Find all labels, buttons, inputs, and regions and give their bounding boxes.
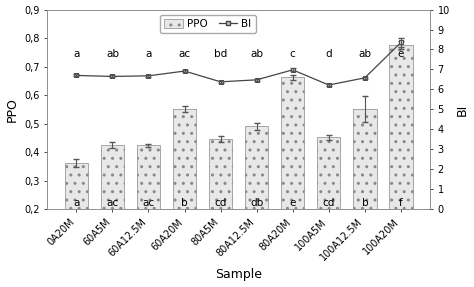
Legend: PPO, BI: PPO, BI bbox=[160, 15, 256, 33]
Bar bbox=[100, 145, 124, 209]
Text: e: e bbox=[290, 198, 296, 208]
Bar bbox=[173, 109, 196, 209]
Text: db: db bbox=[250, 198, 263, 208]
Text: d: d bbox=[326, 49, 332, 59]
Text: c: c bbox=[290, 49, 296, 59]
Text: ac: ac bbox=[142, 198, 155, 208]
Text: f: f bbox=[399, 198, 403, 208]
Text: cd: cd bbox=[323, 198, 335, 208]
Y-axis label: PPO: PPO bbox=[6, 97, 18, 122]
Text: bd: bd bbox=[214, 49, 227, 59]
X-axis label: Sample: Sample bbox=[215, 268, 262, 282]
Text: e: e bbox=[398, 49, 404, 59]
Text: ab: ab bbox=[358, 49, 371, 59]
Text: ab: ab bbox=[106, 49, 119, 59]
Text: b: b bbox=[362, 198, 368, 208]
Bar bbox=[281, 77, 304, 209]
Text: a: a bbox=[146, 49, 152, 59]
Text: a: a bbox=[73, 198, 80, 208]
Bar bbox=[64, 163, 88, 209]
Bar bbox=[245, 127, 268, 209]
Bar bbox=[389, 45, 412, 209]
Text: cd: cd bbox=[214, 198, 227, 208]
Bar bbox=[317, 137, 340, 209]
Text: ac: ac bbox=[179, 49, 191, 59]
Bar bbox=[209, 139, 232, 209]
Text: b: b bbox=[181, 198, 188, 208]
Text: a: a bbox=[73, 49, 80, 59]
Bar bbox=[137, 145, 160, 209]
Text: ab: ab bbox=[250, 49, 263, 59]
Text: ac: ac bbox=[106, 198, 118, 208]
Y-axis label: BI: BI bbox=[456, 103, 468, 115]
Bar bbox=[353, 109, 376, 209]
